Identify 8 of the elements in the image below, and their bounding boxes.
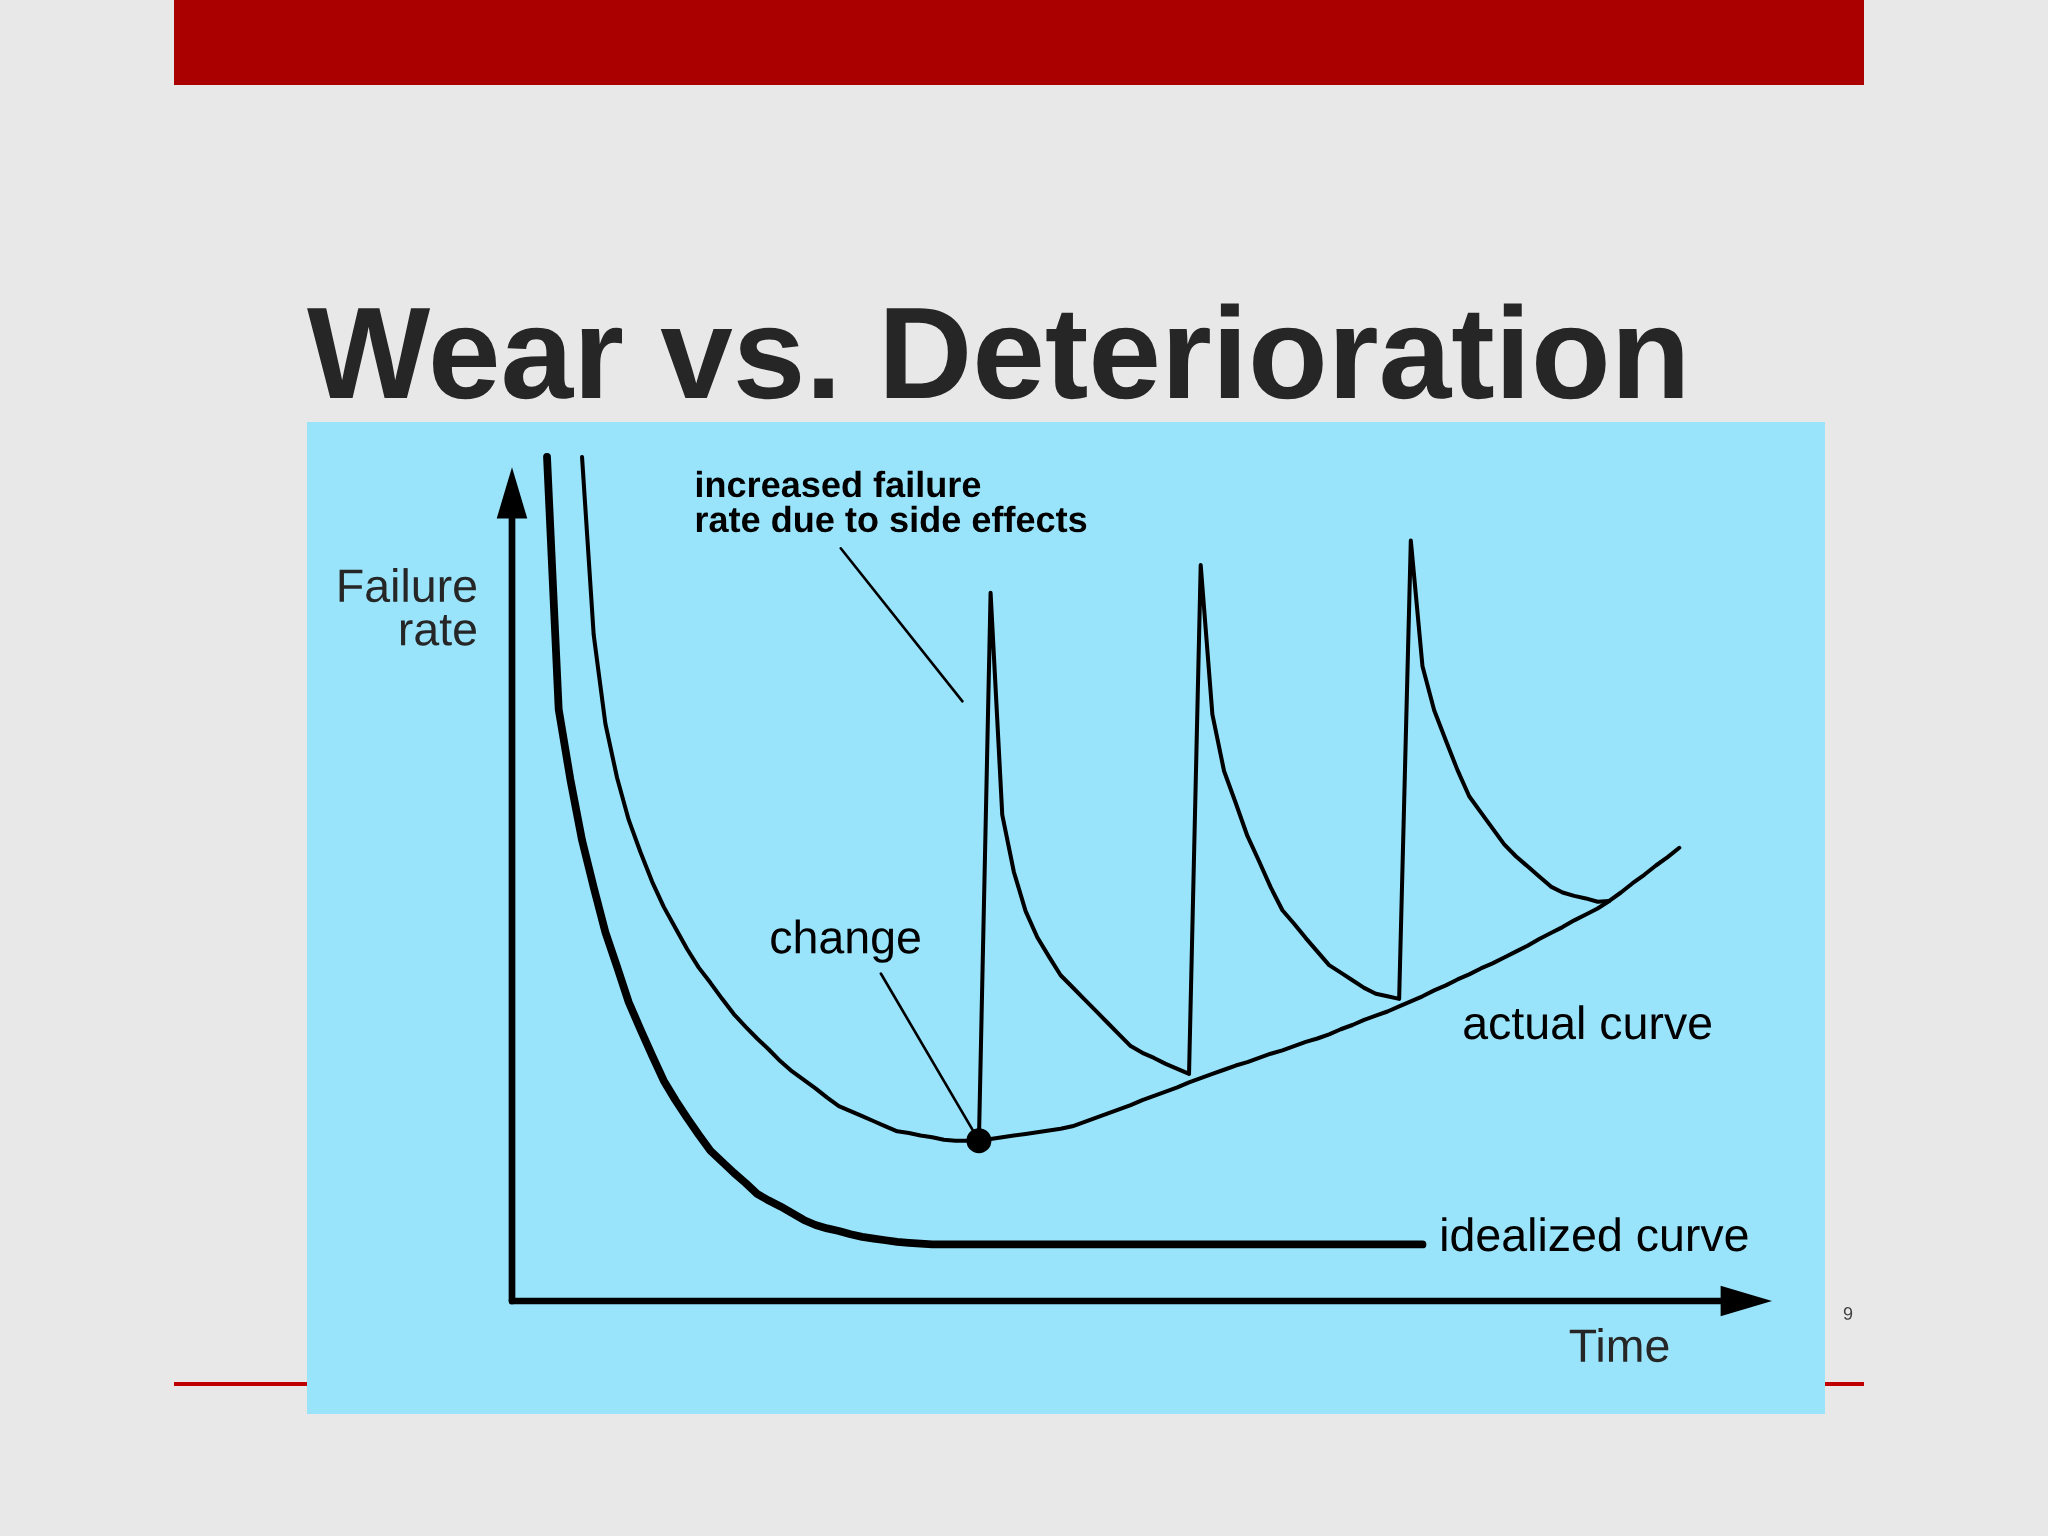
x-axis-title: Time (1569, 1328, 1669, 1363)
annotation: increased failure rate due to side effects (696, 470, 1087, 533)
series-label: actual curve (1464, 1005, 1711, 1040)
series-label: idealized curve (1442, 1217, 1748, 1252)
y-axis-title: Failure rate (339, 568, 476, 646)
annotation: change (771, 919, 920, 963)
chart-title: Wear vs. Deterioration (307, 303, 1683, 400)
text: 9 (1843, 1307, 1853, 1320)
